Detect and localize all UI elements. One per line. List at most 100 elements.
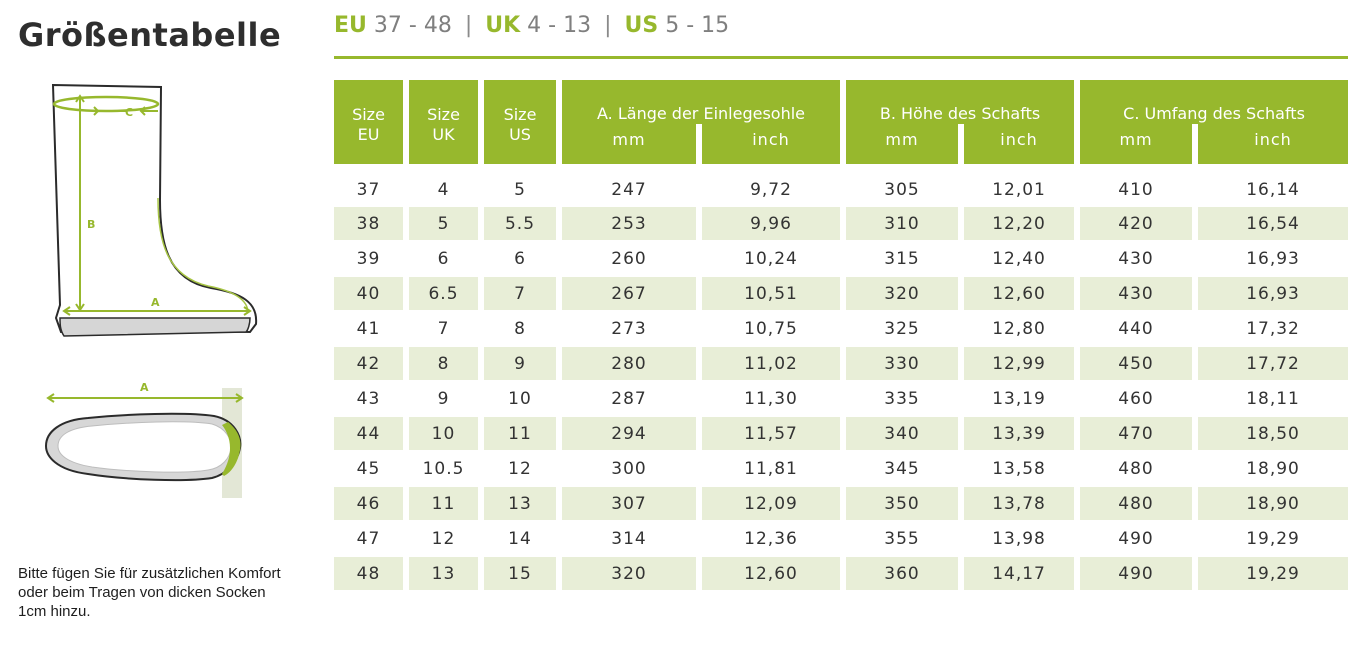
cell-shaft-circ-inch: 17,32	[1198, 310, 1349, 345]
cell-size-us: 14	[484, 520, 562, 555]
cell-size-uk: 4	[409, 164, 484, 205]
table-row: 46 11 13 307 12,09 350 13,78 480 18,90	[334, 485, 1349, 520]
col-group-shaft-height: B. Höhe des Schafts	[846, 80, 1081, 124]
cell-shaft-circ-mm: 490	[1080, 520, 1199, 555]
cell-shaft-circ-mm: 430	[1080, 240, 1199, 275]
cell-shaft-circ-mm: 480	[1080, 450, 1199, 485]
cell-size-us: 13	[484, 485, 562, 520]
cell-insole-inch: 10,24	[702, 240, 847, 275]
cell-insole-mm: 280	[562, 345, 702, 380]
cell-shaft-height-mm: 355	[846, 520, 965, 555]
table-row: 37 4 5 247 9,72 305 12,01 410 16,14	[334, 164, 1349, 205]
cell-size-us: 9	[484, 345, 562, 380]
cell-insole-mm: 314	[562, 520, 702, 555]
cell-shaft-circ-mm: 460	[1080, 380, 1199, 415]
cell-size-eu: 41	[334, 310, 409, 345]
range-value-us: 5 - 15	[665, 13, 730, 38]
cell-shaft-circ-mm: 450	[1080, 345, 1199, 380]
cell-shaft-height-inch: 12,99	[964, 345, 1081, 380]
cell-size-uk: 7	[409, 310, 484, 345]
boot-side-view-icon: C B A	[51, 83, 258, 337]
cell-shaft-height-inch: 13,19	[964, 380, 1081, 415]
cell-insole-mm: 253	[562, 205, 702, 240]
cell-size-us: 10	[484, 380, 562, 415]
cell-insole-mm: 260	[562, 240, 702, 275]
size-table-body: 37 4 5 247 9,72 305 12,01 410 16,14 38 5 5.5 253 9,96…	[334, 164, 1349, 590]
cell-insole-inch: 10,51	[702, 275, 847, 310]
cell-insole-mm: 247	[562, 164, 702, 205]
dimension-label-a-top: A	[140, 381, 149, 394]
cell-shaft-height-mm: 320	[846, 275, 965, 310]
cell-shaft-height-inch: 13,78	[964, 485, 1081, 520]
cell-size-eu: 39	[334, 240, 409, 275]
cell-size-us: 11	[484, 415, 562, 450]
table-row: 44 10 11 294 11,57 340 13,39 470 18,50	[334, 415, 1349, 450]
cell-insole-mm: 267	[562, 275, 702, 310]
cell-size-eu: 47	[334, 520, 409, 555]
cell-size-uk: 6	[409, 240, 484, 275]
range-code-eu: EU	[334, 13, 367, 38]
cell-size-eu: 46	[334, 485, 409, 520]
cell-shaft-height-inch: 12,20	[964, 205, 1081, 240]
cell-insole-inch: 11,30	[702, 380, 847, 415]
cell-shaft-circ-inch: 18,50	[1198, 415, 1349, 450]
cell-size-uk: 10	[409, 415, 484, 450]
cell-size-us: 5	[484, 164, 562, 205]
range-separator: |	[464, 13, 473, 38]
cell-size-eu: 40	[334, 275, 409, 310]
cell-shaft-height-mm: 360	[846, 555, 965, 590]
cell-shaft-circ-inch: 18,90	[1198, 450, 1349, 485]
page-title: Größentabelle	[18, 16, 282, 54]
cell-insole-mm: 300	[562, 450, 702, 485]
table-row: 45 10.5 12 300 11,81 345 13,58 480 18,90	[334, 450, 1349, 485]
unit-header-inch: inch	[964, 124, 1081, 164]
cell-shaft-height-mm: 315	[846, 240, 965, 275]
range-value-eu: 37 - 48	[373, 13, 452, 38]
insole-top-view-icon: A	[44, 381, 244, 498]
cell-size-uk: 8	[409, 345, 484, 380]
table-row: 38 5 5.5 253 9,96 310 12,20 420 16,54	[334, 205, 1349, 240]
col-group-insole-length: A. Länge der Einlegesohle	[562, 80, 847, 124]
cell-shaft-height-mm: 330	[846, 345, 965, 380]
cell-size-us: 6	[484, 240, 562, 275]
unit-header-mm: mm	[846, 124, 965, 164]
cell-insole-mm: 307	[562, 485, 702, 520]
table-row: 47 12 14 314 12,36 355 13,98 490 19,29	[334, 520, 1349, 555]
cell-insole-mm: 294	[562, 415, 702, 450]
cell-shaft-circ-inch: 18,11	[1198, 380, 1349, 415]
cell-size-eu: 37	[334, 164, 409, 205]
cell-shaft-circ-inch: 16,93	[1198, 240, 1349, 275]
cell-shaft-circ-mm: 410	[1080, 164, 1199, 205]
cell-size-uk: 6.5	[409, 275, 484, 310]
cell-size-us: 12	[484, 450, 562, 485]
cell-shaft-height-inch: 12,40	[964, 240, 1081, 275]
cell-size-uk: 12	[409, 520, 484, 555]
cell-size-eu: 44	[334, 415, 409, 450]
cell-size-eu: 48	[334, 555, 409, 590]
col-header-size-us: Size US	[484, 80, 562, 164]
cell-shaft-height-mm: 325	[846, 310, 965, 345]
unit-header-mm: mm	[562, 124, 702, 164]
cell-shaft-height-mm: 350	[846, 485, 965, 520]
cell-shaft-height-inch: 13,98	[964, 520, 1081, 555]
col-header-size-uk: Size UK	[409, 80, 484, 164]
cell-shaft-height-inch: 14,17	[964, 555, 1081, 590]
cell-shaft-circ-mm: 420	[1080, 205, 1199, 240]
table-row: 43 9 10 287 11,30 335 13,19 460 18,11	[334, 380, 1349, 415]
cell-size-us: 15	[484, 555, 562, 590]
cell-insole-inch: 12,09	[702, 485, 847, 520]
size-ranges: EU 37 - 48 | UK 4 - 13 | US 5 - 15	[334, 13, 729, 38]
cell-size-eu: 45	[334, 450, 409, 485]
dimension-label-b: B	[87, 218, 95, 231]
cell-shaft-height-inch: 12,80	[964, 310, 1081, 345]
cell-insole-mm: 273	[562, 310, 702, 345]
cell-shaft-circ-mm: 480	[1080, 485, 1199, 520]
cell-shaft-circ-mm: 470	[1080, 415, 1199, 450]
cell-shaft-circ-inch: 16,14	[1198, 164, 1349, 205]
cell-insole-inch: 11,02	[702, 345, 847, 380]
cell-insole-inch: 11,57	[702, 415, 847, 450]
cell-shaft-circ-inch: 17,72	[1198, 345, 1349, 380]
cell-insole-inch: 9,72	[702, 164, 847, 205]
cell-shaft-height-mm: 340	[846, 415, 965, 450]
col-group-shaft-circumference: C. Umfang des Schafts	[1080, 80, 1349, 124]
